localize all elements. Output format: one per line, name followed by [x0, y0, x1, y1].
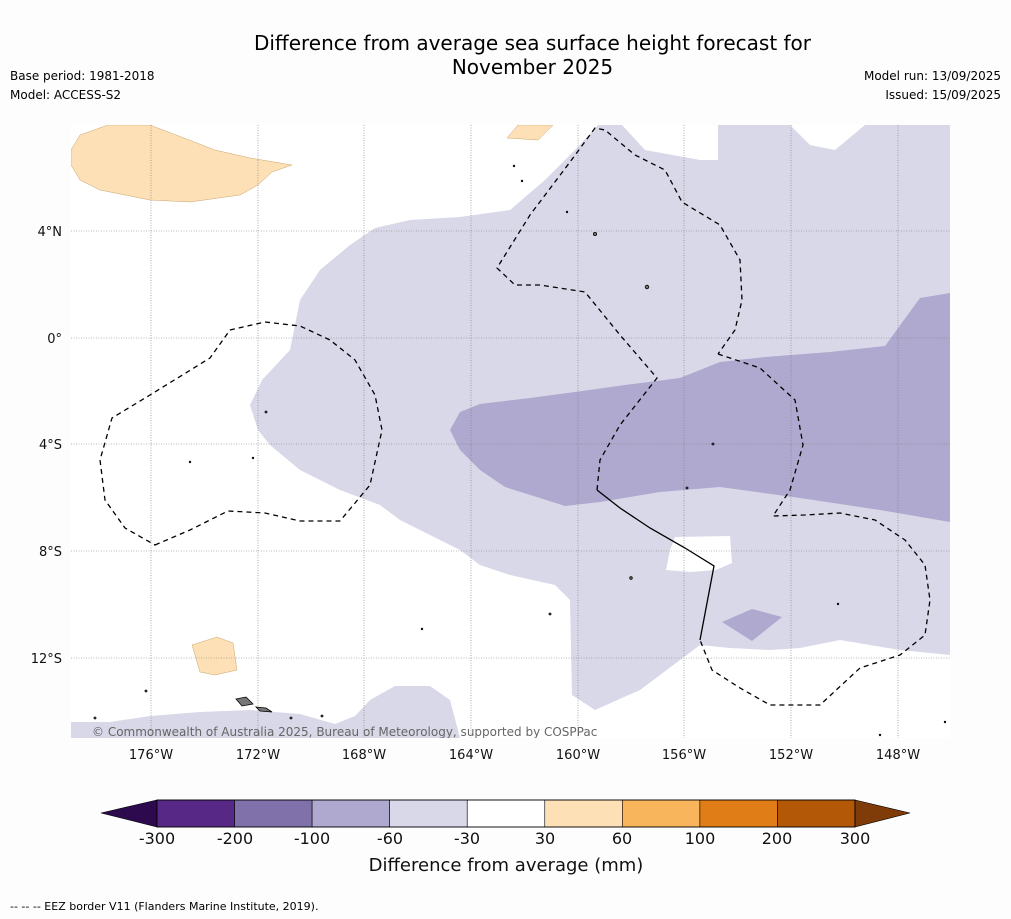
island-samoa-large — [235, 696, 254, 707]
island — [565, 210, 569, 214]
lon-label: 168°W — [342, 748, 386, 763]
colorbar-extend-min — [100, 799, 158, 828]
lon-label: 152°W — [769, 748, 813, 763]
colorbar-bin — [389, 799, 468, 828]
colorbar-bins — [156, 799, 856, 828]
colorbar-bin — [544, 799, 623, 828]
island-samoa-small — [254, 706, 273, 713]
island — [685, 486, 689, 490]
colorbar-ticks: -300 -200 -100 -60 -30 30 60 100 200 300 — [139, 829, 870, 848]
island — [264, 410, 268, 414]
colorbar-bin — [466, 799, 546, 828]
model-name: Model: ACCESS-S2 — [10, 88, 122, 102]
issued-date: Issued: 15/09/2025 — [885, 88, 1001, 102]
ssh-region-south-band — [71, 686, 460, 738]
eez-borders — [99, 127, 931, 706]
island — [512, 164, 516, 168]
island — [878, 733, 882, 737]
colorbar-tick-label: -60 — [377, 829, 403, 848]
colorbar-tick-label: -300 — [139, 829, 175, 848]
ssh-region-positive-small — [506, 125, 554, 141]
colorbar-tick-label: 200 — [762, 829, 793, 848]
island — [93, 716, 97, 720]
eez-border-east — [699, 353, 931, 706]
island — [420, 627, 424, 631]
colorbar-bin — [622, 799, 701, 828]
colorbar-bin — [156, 799, 235, 828]
graticule — [71, 125, 950, 738]
island — [520, 179, 524, 183]
island — [943, 720, 947, 724]
lon-label: 176°W — [129, 748, 173, 763]
island — [548, 612, 552, 616]
lon-label: 156°W — [662, 748, 706, 763]
ssh-region-neutral-patch — [666, 536, 732, 572]
lon-label: 164°W — [449, 748, 493, 763]
ssh-region-medium-negative-small — [722, 609, 782, 641]
colorbar-tick-label: -200 — [217, 829, 253, 848]
base-period: Base period: 1981-2018 — [10, 69, 155, 83]
island — [251, 456, 255, 460]
colorbar-extend-max — [854, 799, 911, 828]
model-run: Model run: 13/09/2025 — [863, 69, 1001, 83]
island — [144, 689, 148, 693]
colorbar-bin — [234, 799, 313, 828]
lat-label: 4°S — [39, 438, 62, 453]
lat-label: 8°S — [39, 545, 62, 560]
island — [629, 576, 633, 580]
eez-border-west — [99, 321, 383, 546]
map-area: © Commonwealth of Australia 2025, Bureau… — [71, 125, 950, 739]
island — [644, 284, 650, 290]
lon-labels: 176°W 172°W 168°W 164°W 160°W 156°W 152°… — [129, 748, 920, 763]
island — [836, 602, 840, 606]
footer-legend-note: -- -- -- EEZ border V11 (Flanders Marine… — [10, 900, 319, 913]
island — [320, 714, 324, 718]
lat-label: 4°N — [38, 225, 63, 240]
island — [188, 460, 192, 464]
meta-right: Model run: 13/09/2025 Issued: 15/09/2025 — [864, 67, 1001, 105]
colorbar-tick-label: 30 — [535, 829, 555, 848]
island — [289, 716, 293, 720]
colorbar-tick-label: 300 — [840, 829, 871, 848]
ssh-region-medium-negative — [450, 293, 950, 522]
chart-title: Difference from average sea surface heig… — [253, 31, 812, 79]
ssh-region-positive-north — [71, 125, 293, 203]
colorbar-bin — [311, 799, 390, 828]
lat-label: 0° — [47, 332, 62, 347]
colorbar-tick-label: -30 — [454, 829, 480, 848]
meta-left: Base period: 1981-2018 Model: ACCESS-S2 — [10, 67, 155, 105]
boundary-solid — [596, 489, 715, 641]
colorbar: -300 -200 -100 -60 -30 30 60 100 200 300… — [100, 799, 911, 876]
copyright-notice: © Commonwealth of Australia 2025, Bureau… — [92, 725, 597, 739]
lon-label: 160°W — [556, 748, 600, 763]
lon-label: 172°W — [236, 748, 280, 763]
colorbar-bin — [777, 799, 856, 828]
islands — [93, 164, 947, 737]
lon-label: 148°W — [876, 748, 920, 763]
ssh-region-positive-samoa — [191, 636, 238, 676]
colorbar-tick-label: 100 — [685, 829, 716, 848]
colorbar-outline — [156, 799, 856, 828]
island — [711, 442, 715, 446]
colorbar-title: Difference from average (mm) — [369, 855, 644, 876]
colorbar-tick-label: 60 — [612, 829, 632, 848]
island — [593, 231, 598, 236]
lat-label: 12°S — [31, 652, 62, 667]
colorbar-bin — [699, 799, 778, 828]
lat-labels: 4°N 0° 4°S 8°S 12°S — [31, 225, 62, 667]
colorbar-tick-label: -100 — [294, 829, 330, 848]
